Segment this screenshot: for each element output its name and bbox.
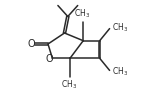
Text: O: O [28,39,35,49]
Text: O: O [46,54,53,64]
Text: CH$_3$: CH$_3$ [61,79,77,91]
Text: CH$_3$: CH$_3$ [112,21,128,34]
Text: CH$_3$: CH$_3$ [74,8,90,20]
Text: CH$_3$: CH$_3$ [112,65,128,78]
